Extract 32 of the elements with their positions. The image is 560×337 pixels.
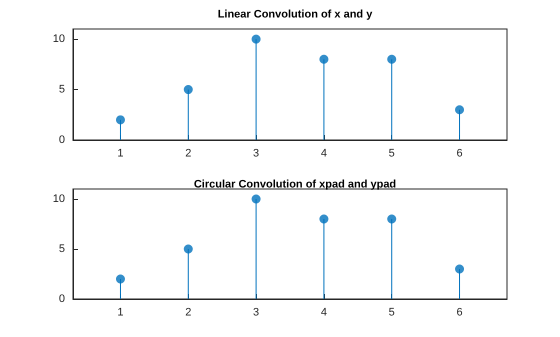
point (319, 54, 328, 64)
point (116, 115, 125, 124)
point (387, 214, 396, 224)
chart-title: Linear Convolution of x and y (218, 8, 374, 20)
point (319, 214, 328, 224)
x-tick-label: 4 (320, 148, 327, 160)
point (116, 274, 125, 284)
y-tick-label: 10 (52, 193, 65, 205)
point (184, 244, 193, 254)
point (455, 264, 464, 274)
x-tick-label: 1 (117, 306, 124, 318)
point (455, 105, 464, 114)
y-tick-label: 10 (52, 33, 65, 46)
y-tick-label: 0 (58, 293, 65, 305)
x-tick-label: 1 (117, 148, 124, 160)
point (252, 194, 261, 204)
point (184, 85, 193, 94)
chart-title: Circular Convolution of xpad and ypad (194, 178, 396, 190)
x-tick-label: 6 (456, 148, 463, 160)
x-tick-label: 5 (388, 148, 395, 160)
x-tick-label: 4 (320, 306, 327, 318)
x-tick-label: 5 (388, 306, 395, 318)
y-tick-label: 5 (58, 84, 65, 96)
x-tick-label: 3 (253, 306, 260, 318)
y-tick-label: 5 (58, 243, 65, 255)
y-tick-label: 0 (58, 134, 65, 146)
x-tick-label: 2 (185, 148, 192, 160)
point (387, 54, 396, 64)
point (252, 34, 261, 44)
x-tick-label: 3 (253, 148, 260, 160)
x-tick-label: 2 (185, 306, 192, 318)
x-tick-label: 6 (456, 306, 463, 318)
